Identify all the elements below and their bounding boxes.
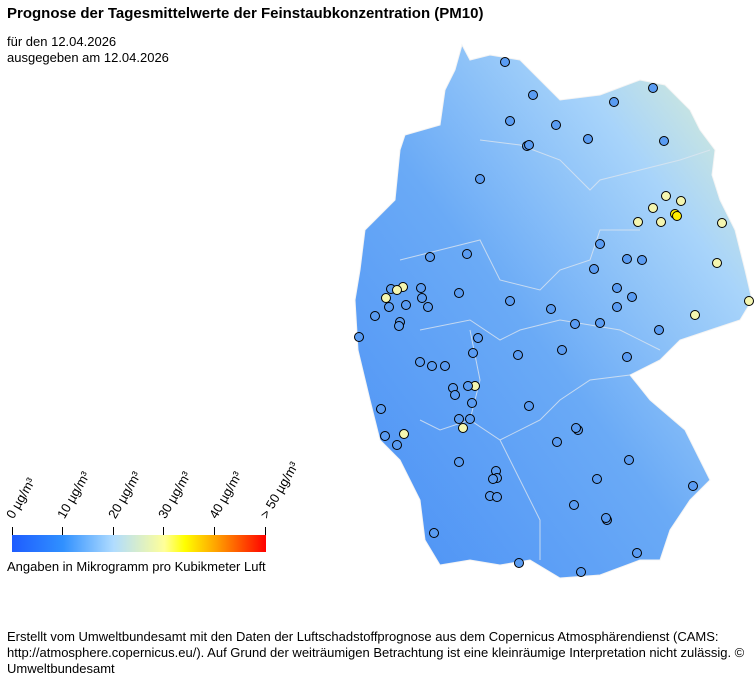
- legend-tick: [12, 527, 13, 535]
- measurement-station-marker: [627, 292, 637, 302]
- measurement-station-marker: [612, 302, 622, 312]
- measurement-station-marker: [376, 404, 386, 414]
- measurement-station-marker: [570, 319, 580, 329]
- measurement-station-marker: [551, 120, 561, 130]
- measurement-station-marker: [528, 90, 538, 100]
- measurement-station-marker: [546, 304, 556, 314]
- measurement-station-marker: [744, 296, 754, 306]
- measurement-station-marker: [609, 97, 619, 107]
- measurement-station-marker: [505, 116, 515, 126]
- measurement-station-marker: [712, 258, 722, 268]
- measurement-station-marker: [622, 352, 632, 362]
- measurement-station-marker: [569, 500, 579, 510]
- measurement-station-marker: [654, 325, 664, 335]
- measurement-station-marker: [468, 348, 478, 358]
- measurement-station-marker: [524, 401, 534, 411]
- measurement-station-marker: [423, 302, 433, 312]
- measurement-station-marker: [416, 283, 426, 293]
- legend-caption: Angaben in Mikrogramm pro Kubikmeter Luf…: [7, 559, 266, 574]
- measurement-station-marker: [637, 255, 647, 265]
- forecast-date: für den 12.04.2026: [7, 34, 117, 49]
- measurement-station-marker: [583, 134, 593, 144]
- measurement-station-marker: [690, 310, 700, 320]
- measurement-station-marker: [676, 196, 686, 206]
- measurement-station-marker: [467, 398, 477, 408]
- legend-tick: [163, 527, 164, 535]
- measurement-station-marker: [514, 558, 524, 568]
- measurement-station-marker: [429, 528, 439, 538]
- measurement-station-marker: [552, 437, 562, 447]
- measurement-station-marker: [384, 302, 394, 312]
- measurement-station-marker: [624, 455, 634, 465]
- measurement-station-marker: [557, 345, 567, 355]
- page-title: Prognose der Tagesmittelwerte der Feinst…: [7, 5, 484, 22]
- measurement-station-marker: [592, 474, 602, 484]
- measurement-station-marker: [648, 83, 658, 93]
- measurement-station-marker: [601, 513, 611, 523]
- measurement-station-marker: [380, 431, 390, 441]
- measurement-station-marker: [595, 318, 605, 328]
- legend-tick: [214, 527, 215, 535]
- issued-date: ausgegeben am 12.04.2026: [7, 50, 169, 65]
- measurement-station-marker: [462, 249, 472, 259]
- measurement-station-marker: [633, 217, 643, 227]
- measurement-station-marker: [425, 252, 435, 262]
- measurement-station-marker: [576, 567, 586, 577]
- measurement-station-marker: [427, 361, 437, 371]
- measurement-station-marker: [717, 218, 727, 228]
- footer-credit: Erstellt vom Umweltbundesamt mit den Dat…: [7, 629, 745, 676]
- measurement-station-marker: [488, 474, 498, 484]
- legend-color-scale: [12, 535, 266, 552]
- measurement-station-marker: [473, 333, 483, 343]
- measurement-station-marker: [465, 414, 475, 424]
- measurement-station-marker: [595, 239, 605, 249]
- measurement-station-marker: [648, 203, 658, 213]
- measurement-station-marker: [659, 136, 669, 146]
- measurement-station-marker: [417, 293, 427, 303]
- measurement-station-marker: [463, 381, 473, 391]
- measurement-station-marker: [688, 481, 698, 491]
- measurement-station-marker: [354, 332, 364, 342]
- measurement-station-marker: [505, 296, 515, 306]
- measurement-station-marker: [632, 548, 642, 558]
- measurement-station-marker: [500, 57, 510, 67]
- measurement-station-marker: [589, 264, 599, 274]
- legend-tick: [62, 527, 63, 535]
- measurement-station-marker: [492, 492, 502, 502]
- measurement-station-marker: [394, 321, 404, 331]
- measurement-station-marker: [440, 361, 450, 371]
- legend-tick: [113, 527, 114, 535]
- measurement-station-marker: [450, 390, 460, 400]
- measurement-station-marker: [458, 423, 468, 433]
- measurement-station-marker: [571, 423, 581, 433]
- measurement-station-marker: [612, 283, 622, 293]
- measurement-station-marker: [399, 429, 409, 439]
- measurement-station-marker: [392, 285, 402, 295]
- measurement-station-marker: [454, 414, 464, 424]
- measurement-station-marker: [381, 293, 391, 303]
- measurement-station-marker: [661, 191, 671, 201]
- measurement-station-marker: [454, 457, 464, 467]
- measurement-station-marker: [370, 311, 380, 321]
- legend-tick: [265, 527, 266, 535]
- measurement-station-marker: [475, 174, 485, 184]
- measurement-station-marker: [656, 217, 666, 227]
- measurement-station-marker: [513, 350, 523, 360]
- measurement-station-marker: [622, 254, 632, 264]
- measurement-station-marker: [401, 300, 411, 310]
- measurement-station-marker: [524, 140, 534, 150]
- measurement-station-marker: [672, 211, 682, 221]
- measurement-station-marker: [392, 440, 402, 450]
- measurement-station-marker: [454, 288, 464, 298]
- measurement-station-marker: [415, 357, 425, 367]
